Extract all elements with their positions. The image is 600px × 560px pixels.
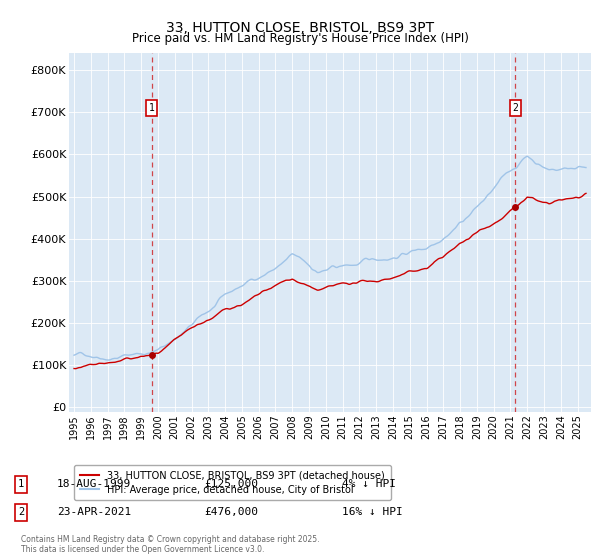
- Text: £125,000: £125,000: [204, 479, 258, 489]
- Text: Price paid vs. HM Land Registry's House Price Index (HPI): Price paid vs. HM Land Registry's House …: [131, 32, 469, 45]
- Legend: 33, HUTTON CLOSE, BRISTOL, BS9 3PT (detached house), HPI: Average price, detache: 33, HUTTON CLOSE, BRISTOL, BS9 3PT (deta…: [74, 465, 391, 501]
- Text: Contains HM Land Registry data © Crown copyright and database right 2025.
This d: Contains HM Land Registry data © Crown c…: [21, 535, 320, 554]
- Text: 18-AUG-1999: 18-AUG-1999: [57, 479, 131, 489]
- Text: 16% ↓ HPI: 16% ↓ HPI: [342, 507, 403, 517]
- Text: 33, HUTTON CLOSE, BRISTOL, BS9 3PT: 33, HUTTON CLOSE, BRISTOL, BS9 3PT: [166, 21, 434, 35]
- Text: 2: 2: [18, 507, 24, 517]
- Text: 23-APR-2021: 23-APR-2021: [57, 507, 131, 517]
- Text: 1: 1: [18, 479, 24, 489]
- Text: 4% ↓ HPI: 4% ↓ HPI: [342, 479, 396, 489]
- Text: 2: 2: [512, 103, 518, 113]
- Text: £476,000: £476,000: [204, 507, 258, 517]
- Text: 1: 1: [149, 103, 155, 113]
